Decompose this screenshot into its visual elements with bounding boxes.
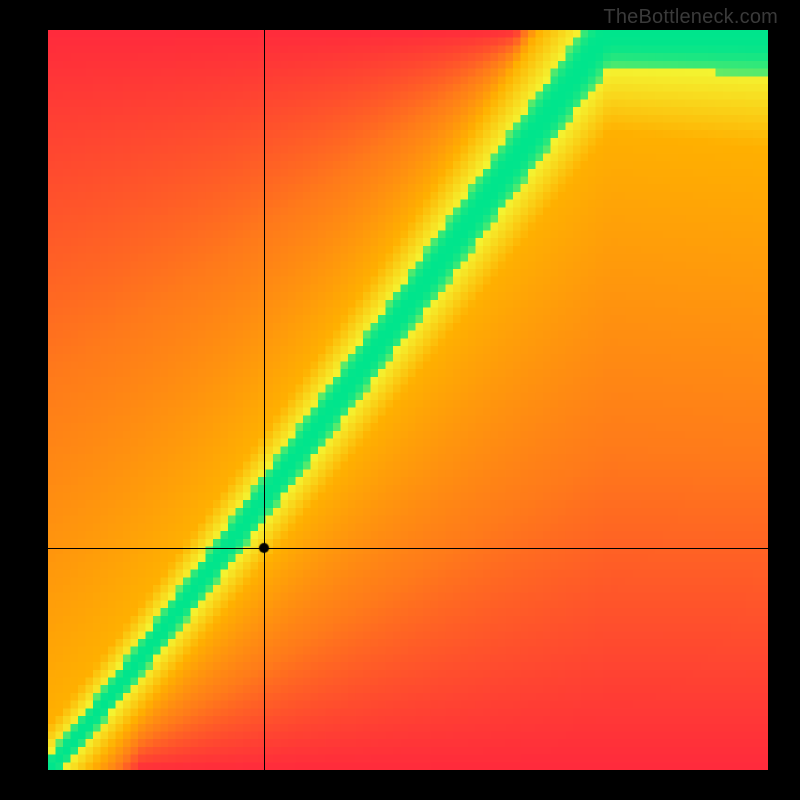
crosshair-vertical bbox=[264, 30, 265, 770]
crosshair-horizontal bbox=[48, 548, 768, 549]
watermark-text: TheBottleneck.com bbox=[603, 6, 778, 29]
crosshair-marker bbox=[258, 542, 270, 554]
bottleneck-heatmap bbox=[48, 30, 768, 770]
heatmap-canvas bbox=[48, 30, 768, 770]
